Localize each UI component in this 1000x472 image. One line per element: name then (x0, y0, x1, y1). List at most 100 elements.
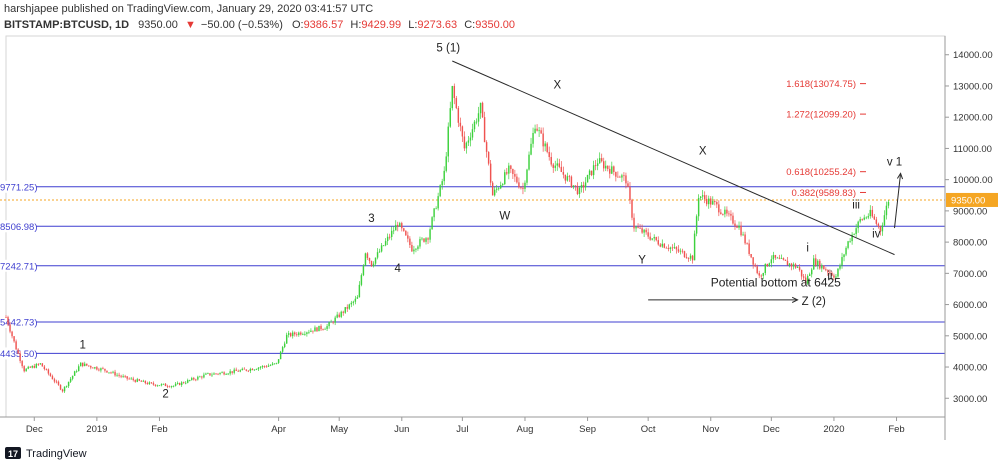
candle-body (465, 142, 468, 149)
wave-annotation: 2 (162, 389, 168, 401)
close-label: C: (464, 19, 475, 31)
candle-body (55, 381, 58, 383)
candle-body (332, 321, 334, 323)
candle-body (401, 223, 403, 229)
candle-body (592, 165, 595, 176)
candle-body (730, 213, 732, 216)
candle-body (417, 246, 419, 249)
candle-body (847, 241, 849, 248)
descending-trendline[interactable] (452, 60, 895, 256)
candle-body (500, 185, 502, 189)
candle-body (544, 143, 546, 147)
tradingview-logo: 17 TradingView (5, 447, 87, 460)
candle-body (738, 225, 740, 228)
candle-body (162, 383, 165, 385)
candle-body (445, 156, 447, 171)
candle-body (459, 122, 462, 127)
candle-body (485, 142, 488, 152)
candle-body (120, 375, 122, 377)
candle-body (362, 265, 365, 276)
candle-body (887, 201, 890, 206)
candle-body (778, 257, 781, 259)
candle-body (471, 129, 474, 138)
candle-body (124, 376, 126, 377)
candle-body (358, 284, 361, 298)
candle-body (211, 374, 213, 376)
candle-body (17, 349, 19, 354)
candle-body (556, 163, 559, 166)
candle-body (538, 130, 540, 132)
symbol-line: BITSTAMP:BTCUSD, 1D 9350.00 ▼ −50.00 (−0… (4, 19, 515, 31)
candle-body (102, 368, 104, 370)
candle-body (423, 238, 425, 242)
candle-body (857, 221, 859, 229)
candle-body (851, 234, 853, 242)
candle-body (839, 265, 841, 269)
candle-body (243, 368, 246, 370)
candle-body (633, 217, 635, 229)
candle-body (720, 212, 722, 215)
candle-body (364, 253, 367, 266)
candle-body (279, 351, 282, 360)
candle-body (617, 176, 619, 178)
y-tick-label: 9000.00 (953, 206, 987, 217)
candle-body (570, 176, 573, 188)
candle-body (843, 254, 845, 258)
candle-body (421, 238, 423, 240)
candle-body (483, 117, 486, 143)
candle-body (79, 362, 82, 367)
candle-body (207, 373, 209, 375)
candle-body (528, 154, 530, 170)
candle-body (740, 225, 742, 236)
candle-body (142, 380, 145, 382)
candle-body (669, 247, 672, 250)
tradingview-logo-icon (5, 447, 21, 459)
candle-body (837, 268, 839, 277)
candle-body (732, 215, 734, 224)
candle-body (701, 195, 704, 197)
candle-body (461, 126, 464, 137)
candle-body (516, 176, 518, 183)
candle-body (419, 239, 421, 247)
candle-body (219, 372, 221, 375)
candle-body (318, 325, 320, 332)
candle-body (370, 260, 373, 267)
candle-body (671, 247, 674, 249)
candle-body (718, 204, 720, 213)
high-value: 9429.99 (361, 19, 401, 31)
candle-body (865, 217, 867, 219)
candle-body (441, 181, 443, 186)
candle-body (497, 188, 500, 190)
wave-annotation: Y (638, 255, 646, 267)
candle-body (479, 102, 482, 114)
candle-body (699, 196, 702, 199)
candle-body (489, 163, 492, 183)
candle-body (443, 170, 445, 182)
candle-body (409, 238, 411, 246)
candle-body (344, 307, 346, 313)
candle-body (144, 380, 147, 384)
candle-body (69, 378, 72, 382)
candle-body (191, 378, 193, 381)
arrow-line[interactable] (894, 173, 902, 229)
candle-body (463, 136, 466, 149)
candle-body (609, 168, 611, 174)
candle-body (649, 236, 651, 240)
candle-body (281, 347, 284, 352)
candle-body (130, 378, 132, 380)
candle-body (9, 324, 11, 332)
close-value: 9350.00 (475, 19, 515, 31)
candle-body (661, 243, 664, 247)
candle-body (403, 228, 405, 231)
candle-body (275, 362, 278, 364)
candle-body (235, 369, 237, 371)
candle-body (7, 317, 9, 325)
x-tick-label: 2019 (86, 424, 107, 435)
candle-body (51, 376, 54, 380)
candle-body (221, 372, 223, 374)
candle-body (641, 228, 643, 233)
candle-body (170, 386, 173, 387)
candle-body (39, 363, 42, 365)
candle-body (522, 187, 524, 189)
